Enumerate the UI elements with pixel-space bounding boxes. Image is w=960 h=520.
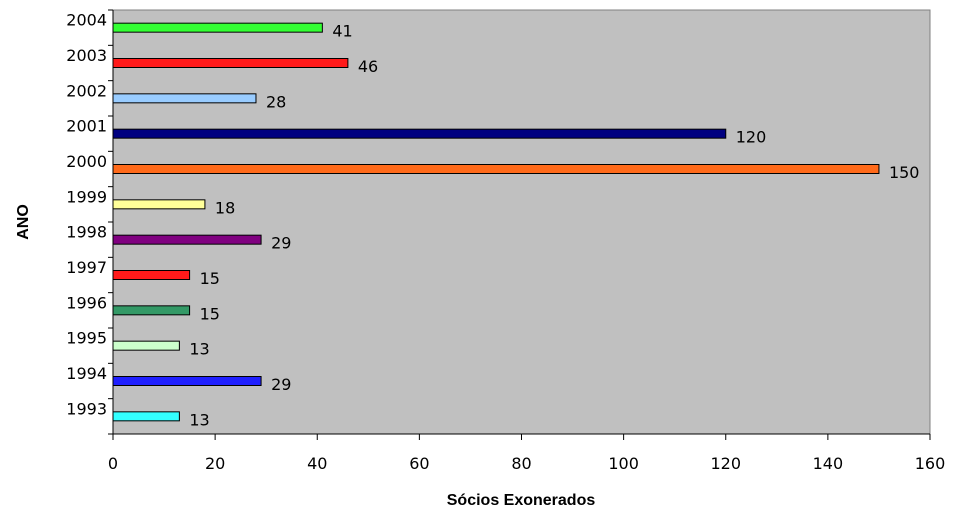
bar-2004 — [112, 22, 323, 33]
data-label-1998: 29 — [271, 234, 291, 253]
plot-area — [112, 9, 931, 435]
data-label-1995: 13 — [189, 340, 209, 359]
bar-2003 — [112, 58, 349, 68]
data-label-2000: 150 — [889, 163, 920, 182]
bar-1997 — [112, 270, 191, 280]
data-label-1993: 13 — [189, 410, 209, 429]
data-labels-group: 13 29 13 15 15 29 18 150 120 28 46 41 — [189, 22, 919, 430]
data-label-2002: 28 — [266, 92, 286, 111]
x-tick-label-120: 120 — [710, 454, 741, 473]
bar-1995 — [112, 340, 180, 351]
x-axis: 0 20 40 60 80 100 120 140 160 — [108, 433, 946, 473]
data-label-1997: 15 — [200, 269, 220, 288]
y-tick-label-2003: 2003 — [66, 46, 107, 65]
bar-2000 — [112, 164, 880, 174]
y-tick-label-1996: 1996 — [66, 293, 107, 312]
x-tick-label-80: 80 — [511, 454, 531, 473]
data-label-1999: 18 — [215, 198, 235, 217]
data-label-1996: 15 — [200, 304, 220, 323]
x-tick-label-0: 0 — [108, 454, 118, 473]
x-tick-label-140: 140 — [813, 454, 844, 473]
y-tick-label-1997: 1997 — [66, 258, 107, 277]
y-tick-label-2000: 2000 — [66, 152, 107, 171]
y-tick-label-1994: 1994 — [66, 364, 107, 383]
x-tick-label-100: 100 — [608, 454, 639, 473]
y-tick-label-1993: 1993 — [66, 399, 107, 418]
y-axis: 1993 1994 1995 1996 1997 1998 1999 2000 2001 2002… — [66, 9, 114, 435]
bar-1993 — [112, 411, 180, 422]
x-tick-label-160: 160 — [915, 454, 946, 473]
bar-1999 — [112, 199, 206, 210]
y-tick-label-1999: 1999 — [66, 187, 107, 206]
bar-1996 — [112, 305, 191, 316]
x-tick-label-20: 20 — [205, 454, 225, 473]
data-label-2003: 46 — [358, 57, 378, 76]
y-tick-label-2002: 2002 — [66, 81, 107, 100]
data-label-2001: 120 — [736, 128, 767, 147]
x-tick-label-40: 40 — [307, 454, 327, 473]
x-tick-label-60: 60 — [409, 454, 429, 473]
bar-1998 — [112, 234, 262, 245]
data-label-1994: 29 — [271, 375, 291, 394]
x-axis-title: Sócios Exonerados — [447, 492, 596, 509]
y-tick-label-2001: 2001 — [66, 117, 107, 136]
y-axis-title: ANO — [15, 204, 32, 240]
y-tick-label-1998: 1998 — [66, 223, 107, 242]
bar-2001 — [112, 128, 727, 139]
y-tick-label-1995: 1995 — [66, 329, 107, 348]
bar-1994 — [112, 376, 262, 386]
data-label-2004: 41 — [332, 22, 352, 41]
bar-2002 — [112, 93, 257, 104]
y-tick-label-2004: 2004 — [66, 11, 107, 30]
